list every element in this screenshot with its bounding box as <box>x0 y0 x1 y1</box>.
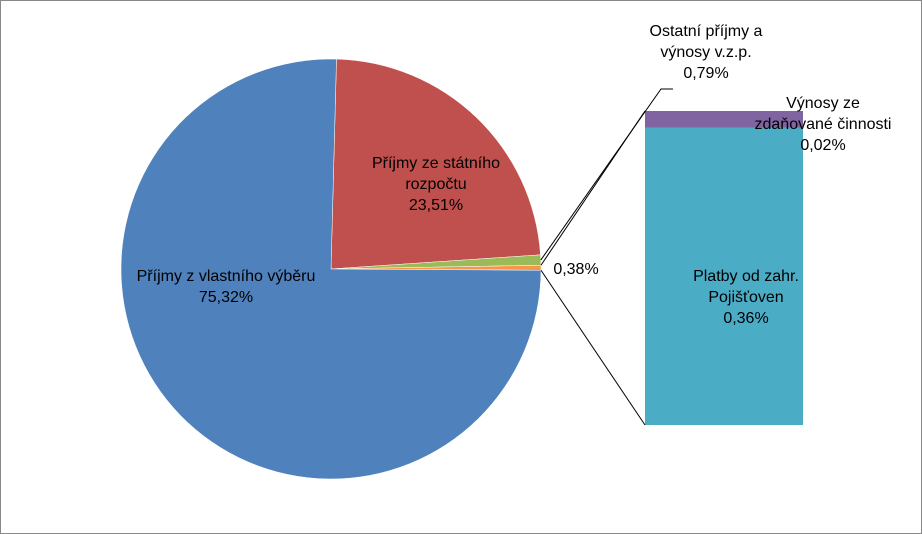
slice-label-line: Příjmy z vlastního výběru <box>136 268 316 285</box>
bar-label-line: 0,36% <box>723 310 769 327</box>
bar-label-line: 0,02% <box>800 137 846 154</box>
slice-label-line: 23,51% <box>408 197 464 214</box>
slice-label: 0,38% <box>536 259 616 280</box>
bar-label-line: Platby od zahr. Pojišťoven <box>693 268 799 306</box>
slice-label-line: Ostatní příjmy a výnosy v.z.p. <box>649 23 763 61</box>
slice-label-line: 0,38% <box>553 261 599 278</box>
bar-label: Platby od zahr. Pojišťoven 0,36% <box>676 266 816 329</box>
connector-line <box>540 269 646 426</box>
slice-label-line: Příjmy ze státního rozpočtu <box>371 155 501 193</box>
slice-label-line: 75,32% <box>198 289 254 306</box>
slice-label: Příjmy ze státního rozpočtu 23,51% <box>351 153 521 216</box>
slice-label: Příjmy z vlastního výběru 75,32% <box>136 266 316 308</box>
slice-label-line: 0,79% <box>683 65 729 82</box>
slice-label: Ostatní příjmy a výnosy v.z.p. 0,79% <box>626 21 786 84</box>
leader-line <box>540 88 673 261</box>
bar-label: Výnosy ze zdaňované činnosti 0,02% <box>748 93 898 156</box>
bar-segment <box>645 111 803 128</box>
bar-label-line: Výnosy ze zdaňované činnosti <box>754 95 892 133</box>
bar-segment <box>645 127 803 426</box>
pie-slice <box>120 58 542 480</box>
pie-slice <box>330 58 541 270</box>
